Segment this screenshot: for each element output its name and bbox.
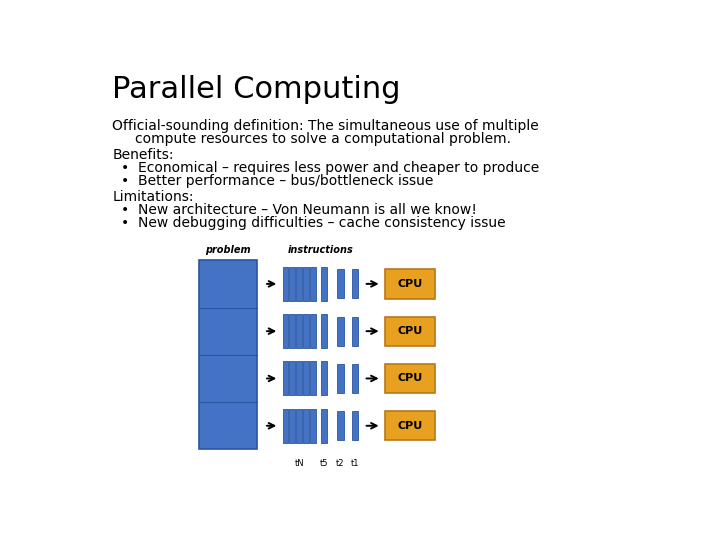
- Text: CPU: CPU: [397, 326, 423, 336]
- Bar: [338, 364, 343, 393]
- Bar: [338, 411, 343, 440]
- Text: problem: problem: [205, 245, 251, 255]
- Bar: [385, 316, 435, 346]
- Text: •  Economical – requires less power and cheaper to produce: • Economical – requires less power and c…: [121, 161, 539, 176]
- Bar: [303, 361, 309, 395]
- Bar: [352, 411, 358, 440]
- Bar: [310, 409, 315, 443]
- Text: t1: t1: [351, 458, 359, 468]
- Bar: [338, 316, 343, 346]
- Text: CPU: CPU: [397, 279, 423, 289]
- Text: compute resources to solve a computational problem.: compute resources to solve a computation…: [135, 132, 510, 146]
- Bar: [303, 409, 309, 443]
- Bar: [282, 267, 288, 301]
- Bar: [282, 314, 288, 348]
- Text: •  Better performance – bus/bottleneck issue: • Better performance – bus/bottleneck is…: [121, 174, 433, 188]
- Bar: [303, 267, 309, 301]
- Bar: [321, 267, 328, 301]
- Bar: [297, 314, 302, 348]
- Text: CPU: CPU: [397, 374, 423, 383]
- Text: Official-sounding definition: The simultaneous use of multiple: Official-sounding definition: The simult…: [112, 119, 539, 133]
- Bar: [282, 409, 288, 443]
- Bar: [303, 314, 309, 348]
- Bar: [385, 269, 435, 299]
- Bar: [297, 267, 302, 301]
- Bar: [289, 361, 294, 395]
- Bar: [289, 314, 294, 348]
- Bar: [297, 409, 302, 443]
- Text: Benefits:: Benefits:: [112, 148, 174, 162]
- Bar: [321, 314, 328, 348]
- Text: t5: t5: [320, 458, 328, 468]
- Text: •  New architecture – Von Neumann is all we know!: • New architecture – Von Neumann is all …: [121, 203, 477, 217]
- Bar: [321, 361, 328, 395]
- Bar: [352, 364, 358, 393]
- Text: CPU: CPU: [397, 421, 423, 431]
- Bar: [352, 316, 358, 346]
- Bar: [385, 411, 435, 441]
- Bar: [199, 260, 258, 449]
- Text: tN: tN: [294, 458, 304, 468]
- Bar: [297, 361, 302, 395]
- Text: instructions: instructions: [287, 245, 354, 255]
- Bar: [282, 361, 288, 395]
- Text: Limitations:: Limitations:: [112, 190, 194, 204]
- Bar: [310, 267, 315, 301]
- Text: •  New debugging difficulties – cache consistency issue: • New debugging difficulties – cache con…: [121, 216, 505, 229]
- Bar: [321, 409, 328, 443]
- Bar: [289, 267, 294, 301]
- Bar: [338, 269, 343, 298]
- Bar: [352, 269, 358, 298]
- Bar: [310, 314, 315, 348]
- Bar: [385, 364, 435, 393]
- Text: t2: t2: [336, 458, 345, 468]
- Bar: [310, 361, 315, 395]
- Bar: [289, 409, 294, 443]
- Text: Parallel Computing: Parallel Computing: [112, 75, 401, 104]
